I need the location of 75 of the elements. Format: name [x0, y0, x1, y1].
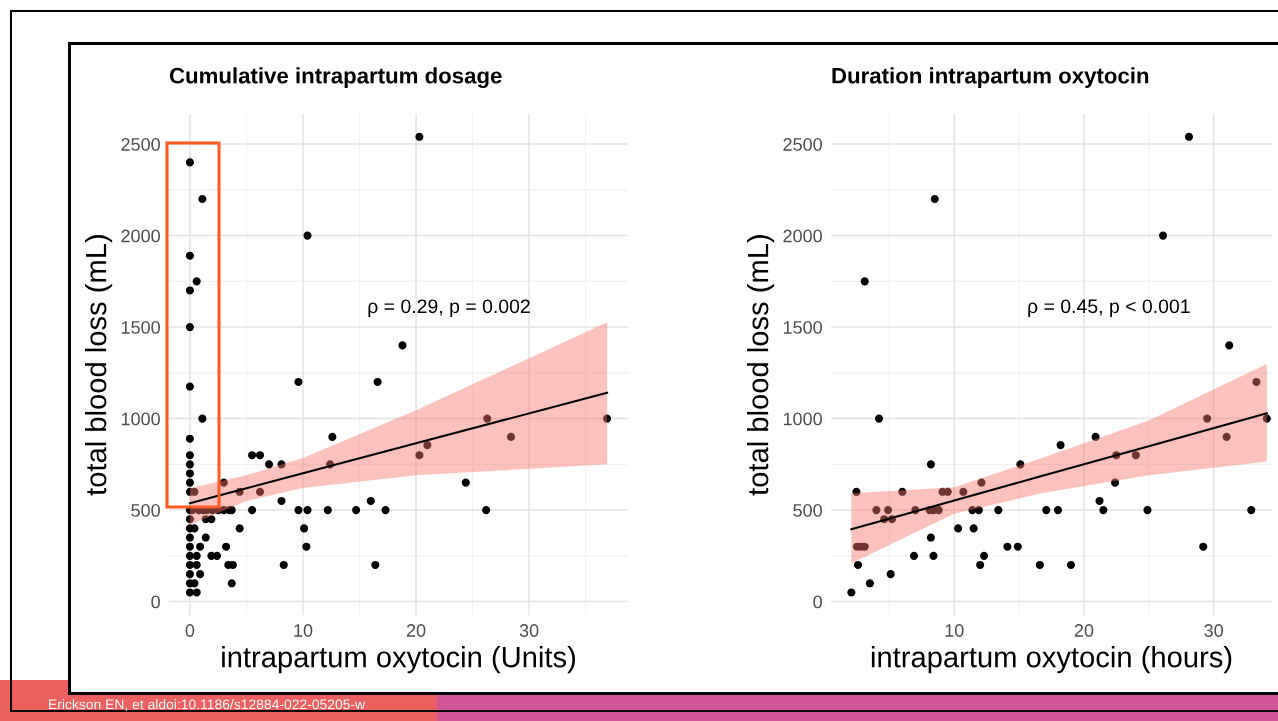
point: [884, 506, 893, 515]
point: [959, 487, 968, 496]
x-tick-label: 30: [1204, 624, 1223, 637]
point: [852, 487, 861, 496]
point: [1199, 542, 1208, 551]
y-tick-label: 0: [151, 595, 160, 609]
y-tick-label: 500: [793, 504, 822, 517]
point: [872, 506, 881, 515]
point: [974, 506, 983, 515]
y-tick-label: 1000: [783, 412, 822, 426]
point: [898, 487, 907, 496]
point: [1095, 496, 1104, 505]
point: [930, 194, 939, 204]
point: [860, 277, 869, 286]
point: [865, 579, 874, 588]
line-series: [188, 391, 609, 505]
y-tick-label: 1000: [121, 412, 160, 426]
point: [926, 533, 935, 542]
point: [1042, 506, 1051, 515]
annotation: ρ = 0.45, p < 0.001: [1028, 299, 1190, 317]
point: [1222, 432, 1231, 441]
point: [1143, 506, 1152, 515]
point: [1225, 341, 1234, 350]
x-tick-label: 10: [945, 624, 964, 637]
point: [909, 551, 919, 560]
point: [954, 524, 963, 533]
x-tick-label: 0: [185, 624, 195, 637]
point: [1111, 478, 1120, 487]
x-tick-label: 20: [1074, 624, 1094, 637]
x-axis-title: intrapartum oxytocin (hours): [871, 646, 1232, 674]
point: [1262, 414, 1271, 423]
point: [1252, 377, 1261, 387]
point: [853, 560, 863, 570]
y-tick-label: 0: [813, 595, 822, 609]
point: [926, 460, 935, 469]
point: [1091, 432, 1100, 441]
point: [1016, 460, 1025, 469]
y-tick-label: 2000: [121, 229, 160, 243]
point: [1159, 231, 1168, 240]
point: [847, 588, 856, 597]
x-tick-label: 10: [294, 624, 313, 637]
y-tick-label: 2500: [121, 138, 160, 151]
y-tick-label: 1500: [121, 321, 160, 334]
x-axis-title: intrapartum oxytocin (Units): [222, 646, 575, 674]
point: [1099, 506, 1108, 515]
text: Erickson EN, et aldoi:10.1186/s12884-022-05205-w: [49, 699, 366, 711]
point: [1247, 506, 1256, 515]
point: [1056, 441, 1065, 450]
point: [994, 506, 1003, 515]
y-tick-label: 2000: [783, 229, 822, 243]
point: [874, 414, 884, 423]
y-axis-title: total blood loss (mL): [84, 235, 113, 496]
point: [1203, 414, 1212, 423]
point: [969, 524, 978, 533]
point: [1184, 132, 1194, 141]
y-axis-title: total blood loss (mL): [746, 235, 775, 496]
point: [1013, 542, 1022, 551]
chart-title: Duration intrapartum oxytocin: [832, 67, 1149, 88]
point: [976, 560, 985, 570]
point: [929, 551, 938, 560]
point: [980, 551, 989, 560]
chart-title: Cumulative intrapartum dosage: [169, 67, 502, 89]
y-tick-label: 500: [131, 504, 160, 517]
point: [1053, 506, 1063, 515]
point: [886, 570, 895, 579]
y-tick-label: 1500: [783, 321, 822, 334]
y-tick-label: 2500: [783, 138, 822, 151]
point: [1035, 560, 1044, 570]
point: [977, 478, 986, 487]
x-tick-label: 30: [519, 624, 539, 637]
point: [1003, 542, 1012, 551]
x-tick-label: 20: [406, 624, 426, 637]
point: [1131, 451, 1140, 460]
point: [1066, 560, 1075, 570]
annotation: ρ = 0.29, p = 0.002: [368, 299, 530, 317]
